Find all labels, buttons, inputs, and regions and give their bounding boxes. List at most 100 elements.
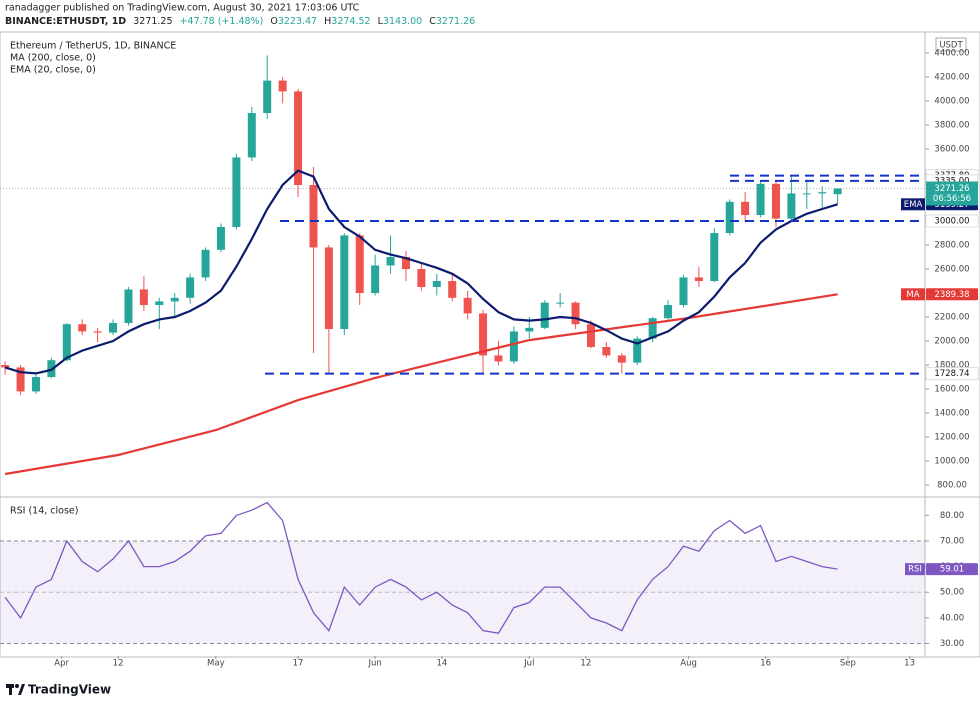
y-tick-label: 1800.00 — [934, 361, 969, 371]
y-tick-label: 30.00 — [940, 639, 964, 649]
y-tick-label: 40.00 — [940, 613, 964, 623]
overlay-line — [4, 169, 838, 375]
logo-mark — [15, 684, 19, 688]
price-legend: Ethereum / TetherUS, 1D, BINANCE — [10, 41, 176, 52]
candle-body — [448, 281, 457, 298]
candle-body — [679, 277, 688, 306]
candle-body — [540, 302, 549, 328]
candle-body — [31, 377, 40, 392]
candle-body — [710, 233, 719, 282]
candle-body — [263, 80, 272, 114]
overlay-name-box — [901, 198, 925, 211]
y-tick-label: 4200.00 — [934, 73, 969, 83]
frame — [0, 31, 980, 658]
candle-body — [818, 192, 827, 194]
x-tick-label: 12 — [580, 659, 591, 669]
candle-body — [571, 302, 580, 325]
x-tick-label: Jun — [367, 659, 381, 669]
overlay-tag-box — [926, 288, 978, 301]
candle-body — [525, 327, 534, 332]
candle-body — [556, 302, 565, 304]
series-name-box — [905, 563, 925, 576]
symbol: BINANCE:ETHUSDT, 1D — [5, 16, 126, 27]
candle-body — [617, 355, 626, 363]
rsi-line — [4, 501, 838, 634]
candle-body — [771, 183, 780, 219]
candle-body — [124, 289, 133, 324]
candle-body — [741, 201, 750, 216]
candle-body — [186, 277, 195, 298]
candle-body — [664, 305, 673, 319]
last-price-box — [926, 181, 978, 206]
y-tick-label: 2200.00 — [934, 313, 969, 323]
overlay-line — [4, 293, 838, 476]
y-tick-label: 2600.00 — [934, 265, 969, 275]
rsi-legend: RSI (14, close) — [10, 506, 78, 517]
candle-body — [1, 365, 10, 368]
candle-body — [216, 227, 225, 250]
candle-body — [201, 249, 210, 278]
level-tag-box — [925, 367, 979, 381]
candle-body — [401, 257, 410, 270]
candle-body — [294, 91, 303, 186]
ema-legend: EMA (20, close, 0) — [10, 65, 96, 76]
candle-body — [602, 347, 611, 356]
candle-body — [648, 318, 657, 339]
y-tick-label: 1200.00 — [934, 433, 969, 443]
candle-body — [787, 193, 796, 219]
candle-body — [62, 324, 71, 361]
candle-body — [16, 367, 25, 392]
candle-body — [139, 289, 148, 306]
ohlc-key: C — [429, 16, 436, 27]
y-tick-label: 1400.00 — [934, 409, 969, 419]
logo — [6, 684, 25, 695]
y-tick-label: 2000.00 — [934, 337, 969, 347]
y-tick-label: 1600.00 — [934, 385, 969, 395]
candle-body — [802, 193, 811, 195]
y-tick-label: 3600.00 — [934, 145, 969, 155]
ohlc-value: 3143.00 — [383, 16, 422, 27]
overlay-name-box — [901, 288, 925, 301]
overlay-name: MA — [906, 290, 919, 300]
candle-body — [109, 323, 118, 333]
unit-box — [935, 37, 967, 52]
series-name: RSI — [908, 565, 922, 575]
candle-body — [833, 188, 842, 195]
candle-body — [432, 281, 441, 288]
x-tick-label: Apr — [54, 659, 69, 669]
publisher: ranadagger published on TradingView.com,… — [5, 3, 360, 14]
candle-body — [494, 355, 503, 362]
x-tick-label: 14 — [437, 659, 448, 669]
symbol-line: BINANCE:ETHUSDT, 1D 3271.25 +47.78 (+1.4… — [5, 16, 475, 27]
candle-body — [309, 185, 318, 248]
overlay-name: EMA — [904, 200, 923, 210]
ohlc-key: H — [324, 16, 331, 27]
x-tick-label: 13 — [904, 659, 915, 669]
rsi-tag: 59.01 — [940, 565, 964, 575]
ohlc-value: 3274.52 — [331, 16, 370, 27]
candle-body — [170, 297, 179, 302]
y-tick-label: 50.00 — [940, 588, 964, 598]
price: 3271.25 — [133, 16, 172, 27]
ohlc-value: 3223.47 — [278, 16, 317, 27]
candle-body — [93, 331, 102, 333]
candle-body — [247, 113, 256, 158]
y-tick-label: 4000.00 — [934, 97, 969, 107]
x-tick-label: 17 — [293, 659, 304, 669]
logo-mark — [18, 684, 25, 695]
y-tick-label: 70.00 — [940, 536, 964, 546]
x-tick-label: Jul — [523, 659, 534, 669]
candle-body — [78, 324, 87, 332]
candle-body — [725, 201, 734, 234]
y-tick-label: 800.00 — [937, 481, 967, 491]
candle-body — [463, 297, 472, 314]
rsi-tag-box — [926, 563, 978, 576]
candle-body — [386, 257, 395, 266]
level-tag: 3335.00 — [934, 176, 969, 186]
candle-body — [324, 247, 333, 330]
candle-body — [232, 157, 241, 228]
overlay-tag: 2389.38 — [934, 290, 969, 300]
unit: USDT — [939, 41, 963, 51]
